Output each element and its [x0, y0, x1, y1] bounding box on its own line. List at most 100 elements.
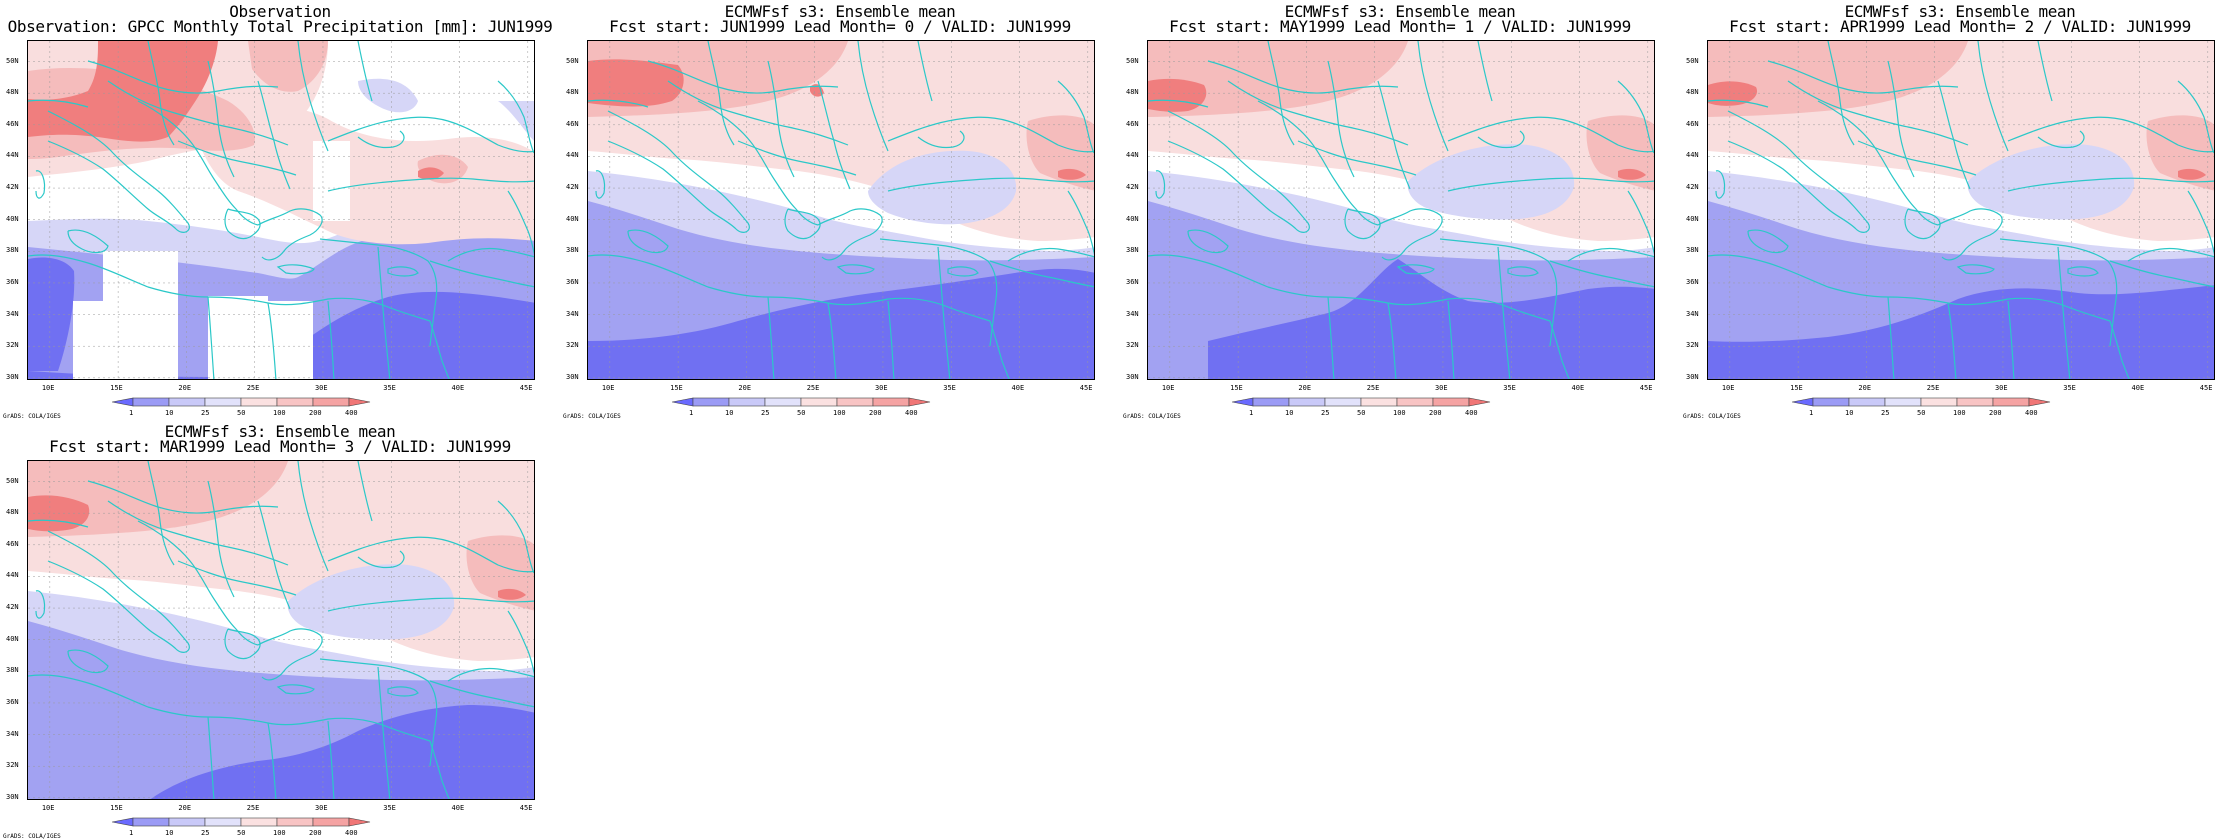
coastline	[1155, 170, 1166, 199]
latitude-label: 32N	[1686, 341, 1699, 350]
coastline	[1439, 238, 1558, 347]
coastline	[28, 254, 431, 322]
coastline	[2037, 41, 2053, 102]
shade-region	[358, 78, 418, 113]
panel-subtitle: Fcst start: JUN1999 Lead Month= 0 / VALI…	[609, 17, 1071, 36]
coastline	[107, 500, 289, 566]
precipitation-map	[1707, 40, 2215, 380]
colorbar-arrow-high	[348, 817, 371, 827]
coastline	[947, 266, 979, 277]
colorbar-label: 100	[1953, 409, 1966, 417]
coastline	[2187, 190, 2214, 255]
coastline	[1627, 190, 1654, 255]
colorbar-segment	[1396, 397, 1434, 407]
colorbar-label: 200	[1429, 409, 1442, 417]
colorbar-arrow-low	[672, 397, 694, 407]
latitude-label: 32N	[1126, 341, 1139, 350]
colorbar-segment	[800, 397, 838, 407]
shade-region	[313, 141, 350, 221]
shade-region	[588, 268, 1094, 379]
latitude-label: 46N	[6, 539, 19, 548]
coastline	[667, 80, 849, 146]
latitude-label: 40N	[6, 634, 19, 643]
colorbar-label: 1	[129, 409, 134, 417]
shade-region	[1148, 41, 1408, 117]
coastline	[319, 238, 438, 347]
latitude-label: 42N	[566, 183, 579, 192]
coastline	[1387, 302, 1397, 379]
coastline	[1477, 41, 1493, 102]
colorbar-label: 1	[129, 829, 134, 837]
coastline	[2067, 266, 2099, 277]
colorbar-label: 50	[1357, 409, 1366, 417]
coastline	[1297, 140, 1417, 176]
colorbar-arrow-high	[2028, 397, 2051, 407]
coastline	[1947, 302, 1957, 379]
colorbar-label: 100	[1393, 409, 1406, 417]
shade-region	[198, 104, 534, 245]
colorbar	[1792, 397, 2051, 407]
coastline	[35, 170, 46, 199]
latitude-label: 34N	[566, 309, 579, 318]
shade-region	[1708, 41, 1968, 117]
coastline	[2109, 260, 2214, 288]
longitude-label: 35E	[1503, 384, 1516, 392]
latitude-label: 50N	[6, 476, 19, 485]
colorbar-segment	[132, 817, 170, 827]
colorbar-label: 400	[345, 409, 358, 417]
coastline	[767, 60, 795, 178]
colorbar-segment	[1288, 397, 1326, 407]
coastline	[1227, 80, 1409, 146]
longitude-label: 25E	[1926, 384, 1940, 392]
coastline	[1447, 300, 1455, 379]
colorbar-label: 50	[797, 409, 806, 417]
coastline	[1187, 229, 1229, 254]
shade-region	[28, 461, 288, 537]
coastline	[2007, 300, 2015, 379]
longitude-label: 45E	[1079, 384, 1093, 392]
colorbar-segment	[132, 397, 170, 407]
longitude-label: 45E	[519, 804, 533, 812]
coastline	[377, 666, 391, 799]
longitude-label: 30E	[314, 804, 328, 812]
colorbar-segment	[1884, 397, 1922, 407]
longitude-label: 45E	[519, 384, 533, 392]
coastline	[327, 177, 534, 192]
colorbar-segment	[1992, 397, 2030, 407]
colorbar-label: 1	[1249, 409, 1254, 417]
coastline	[327, 116, 534, 153]
coastline	[1617, 80, 1654, 154]
shade-region	[1708, 285, 2214, 379]
colorbar-segment	[1812, 397, 1850, 407]
coastline	[297, 41, 329, 152]
longitude-label: 15E	[1790, 384, 1803, 392]
shade-region	[248, 41, 328, 92]
coastline	[1937, 208, 2003, 261]
shade-region	[208, 301, 313, 379]
shade-region	[1148, 78, 1207, 112]
latitude-label: 46N	[1686, 119, 1699, 128]
longitude-label: 25E	[1366, 384, 1380, 392]
shade-region	[73, 301, 178, 379]
colorbar-segment	[276, 817, 314, 827]
colorbar-segment	[1432, 397, 1470, 407]
latitude-label: 32N	[566, 341, 579, 350]
shade-region	[150, 705, 534, 799]
panel-title: ECMWFsf s3: Ensemble mean	[1284, 2, 1516, 21]
coastline	[47, 530, 190, 653]
coastline	[207, 296, 215, 379]
longitude-label: 40E	[451, 804, 465, 812]
coastline	[857, 41, 889, 152]
coastline	[224, 208, 261, 240]
latitude-label: 40N	[1686, 214, 1699, 223]
latitude-label: 42N	[1126, 183, 1139, 192]
colorbar-label: 25	[761, 409, 770, 417]
longitude-label: 20E	[1298, 384, 1312, 392]
latitude-label: 44N	[6, 571, 19, 580]
latitude-label: 42N	[6, 603, 19, 612]
coastline	[1327, 60, 1355, 178]
panel-subtitle: Fcst start: MAY1999 Lead Month= 1 / VALI…	[1169, 17, 1631, 36]
coastline	[1956, 264, 1995, 275]
coastline	[507, 190, 534, 255]
coastline	[1715, 170, 1726, 199]
